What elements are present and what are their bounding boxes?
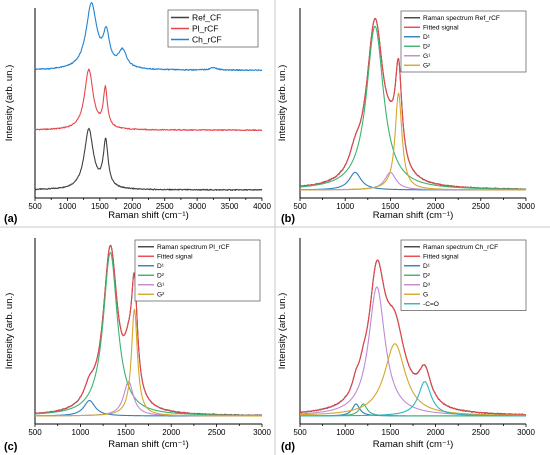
x-tick-label: 4000 — [253, 202, 271, 211]
x-tick-label: 2500 — [156, 202, 174, 211]
series-line-c-o — [299, 381, 527, 417]
y-axis-label: Intensity (arb. un.) — [277, 293, 288, 370]
legend-label-g: G² — [423, 63, 431, 70]
x-axis-label: Raman shift (cm⁻¹) — [108, 439, 189, 450]
legend-label-g: G — [423, 292, 428, 299]
legend-box — [400, 10, 527, 73]
x-axis-label: Raman shift (cm⁻¹) — [373, 210, 454, 221]
x-tick-label: 1500 — [382, 202, 400, 211]
y-axis-label: Intensity (arb. un.) — [4, 65, 15, 142]
x-tick-label: 3000 — [188, 202, 206, 211]
chart-panel-3: 500 1000 1500 2000 2500 3000 Raman shift (cm⁻¹… — [277, 238, 535, 453]
legend-box — [134, 239, 261, 302]
legend-label-d: D¹ — [423, 34, 431, 41]
series-line-g — [34, 308, 263, 417]
legend-label-d: D¹ — [423, 263, 431, 270]
legend-label-d: D² — [423, 273, 431, 280]
x-tick-label: 3000 — [517, 428, 535, 437]
series-line-g — [299, 343, 527, 416]
legend-label-ch-rcf: Ch_rCF — [192, 34, 222, 44]
x-tick-label: 1000 — [59, 202, 77, 211]
legend-label-raman-spectrum-pl-rcf: Raman spectrum Pl_rCF — [157, 244, 230, 251]
x-tick-label: 2500 — [472, 428, 490, 437]
legend-label-g: G² — [157, 292, 165, 299]
x-tick-label: 500 — [28, 202, 42, 211]
legend-label-fitted-signal: Fitted signal — [157, 254, 193, 261]
x-tick-label: 500 — [293, 428, 307, 437]
legend-label-d: D² — [157, 273, 165, 280]
series-line-fitted-signal — [299, 259, 527, 416]
legend: Raman spectrum Pl_rCF Fitted signal D¹ D² G¹… — [134, 239, 261, 302]
x-tick-label: 1500 — [382, 428, 400, 437]
x-tick-label: 2500 — [208, 428, 226, 437]
y-axis-label: Intensity (arb. un.) — [277, 65, 288, 142]
y-axis-label: Intensity (arb. un.) — [4, 293, 15, 370]
legend: Raman spectrum Ref_rCF Fitted signal D¹ D² G… — [400, 10, 527, 73]
legend-label-d: D² — [423, 44, 431, 51]
x-tick-label: 2000 — [123, 202, 141, 211]
legend-label-ref-cf: Ref_CF — [192, 12, 221, 22]
legend-label-raman-spectrum-ref-rcf: Raman spectrum Ref_rCF — [423, 15, 500, 22]
x-tick-label: 2500 — [472, 202, 490, 211]
panel-letter: (a) — [4, 213, 18, 225]
series-line-ref-cf — [34, 127, 263, 191]
legend-label-c-o: -C=O — [423, 301, 439, 308]
legend-label-fitted-signal: Fitted signal — [423, 25, 459, 32]
legend-label-d: D¹ — [157, 263, 165, 270]
x-tick-label: 500 — [28, 428, 42, 437]
x-tick-label: 2000 — [162, 428, 180, 437]
legend-label-pl-rcf: Pl_rCF — [192, 23, 218, 33]
x-axis-label: Raman shift (cm⁻¹) — [108, 210, 189, 221]
x-tick-label: 1000 — [336, 202, 354, 211]
legend-label-fitted-signal: Fitted signal — [423, 254, 459, 261]
chart-panel-0: 500 1000 1500 2000 2500 3000 3500 4000 Raman shi… — [4, 2, 271, 225]
series-line-g — [299, 92, 527, 191]
x-tick-label: 1000 — [72, 428, 90, 437]
series-line-g — [299, 171, 527, 191]
x-tick-label: 3000 — [517, 202, 535, 211]
x-tick-label: 3000 — [253, 428, 271, 437]
chart-panel-2: 500 1000 1500 2000 2500 3000 Raman shift (cm⁻¹… — [4, 238, 271, 453]
panel-letter: (c) — [4, 441, 18, 453]
chart-panel-1: 500 1000 1500 2000 2500 3000 Raman shift (cm⁻¹… — [277, 8, 535, 225]
series-line-d — [299, 25, 527, 190]
x-tick-label: 1000 — [336, 428, 354, 437]
legend-label-g: G¹ — [157, 282, 165, 289]
series-line-d — [299, 171, 527, 191]
legend: Raman spectrum Ch_rCF Fitted signal D¹ D² D³… — [400, 239, 527, 311]
series-line-ch-rcf — [34, 2, 263, 72]
legend-label-raman-spectrum-ch-rcf: Raman spectrum Ch_rCF — [423, 244, 498, 251]
series-line-pl-rcf — [34, 68, 263, 132]
x-tick-label: 500 — [293, 202, 307, 211]
x-axis-label: Raman shift (cm⁻¹) — [373, 439, 454, 450]
panel-letter: (b) — [281, 213, 295, 225]
x-tick-label: 1500 — [91, 202, 109, 211]
x-tick-label: 2000 — [427, 428, 445, 437]
x-tick-label: 2000 — [427, 202, 445, 211]
series-line-d — [34, 252, 263, 417]
legend-label-d: D³ — [423, 282, 431, 289]
legend-box — [400, 239, 527, 311]
x-tick-label: 1500 — [117, 428, 135, 437]
legend-label-g: G¹ — [423, 53, 431, 60]
panel-letter: (d) — [281, 441, 295, 453]
x-tick-label: 3500 — [221, 202, 239, 211]
